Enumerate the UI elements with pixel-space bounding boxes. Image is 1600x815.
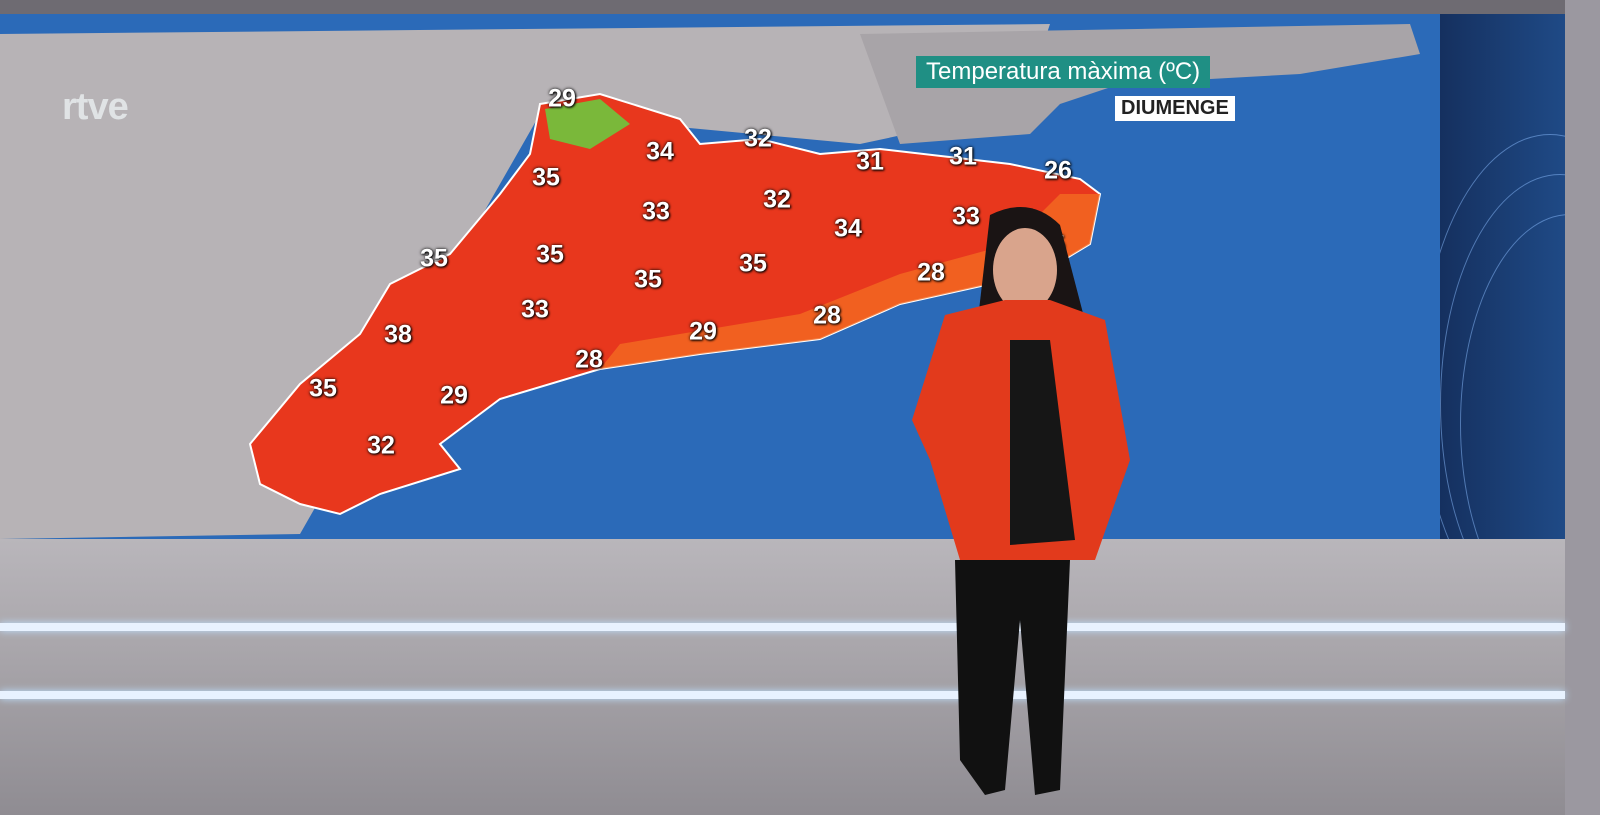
temp-label: 34 bbox=[834, 214, 862, 243]
temp-label: 35 bbox=[536, 240, 564, 269]
temp-label: 35 bbox=[309, 374, 337, 403]
france-coast bbox=[860, 24, 1420, 144]
land-area bbox=[0, 24, 1050, 539]
temp-label: 29 bbox=[689, 317, 717, 346]
rtve-logo: rtve bbox=[62, 86, 129, 128]
temp-label: 35 bbox=[532, 163, 560, 192]
temp-label: 28 bbox=[917, 258, 945, 287]
temp-label: 32 bbox=[367, 431, 395, 460]
temp-label: 32 bbox=[744, 124, 772, 153]
studio-wall bbox=[1565, 0, 1600, 815]
map-day: DIUMENGE bbox=[1115, 96, 1235, 121]
led-strip bbox=[0, 691, 1565, 699]
temp-label: 26 bbox=[1044, 156, 1072, 185]
studio-floor bbox=[0, 539, 1565, 815]
temp-label: 29 bbox=[548, 84, 576, 113]
temp-label: 33 bbox=[521, 295, 549, 324]
map-title: Temperatura màxima (ºC) bbox=[916, 56, 1211, 88]
pyrenees-cool-area bbox=[545, 99, 630, 149]
temp-label: 33 bbox=[642, 197, 670, 226]
temp-label: 28 bbox=[813, 301, 841, 330]
temp-label: 32 bbox=[763, 185, 791, 214]
temp-label: 35 bbox=[739, 249, 767, 278]
temp-label: 33 bbox=[952, 202, 980, 231]
temp-label: 34 bbox=[646, 137, 674, 166]
led-strip bbox=[0, 623, 1565, 631]
temp-label: 31 bbox=[856, 147, 884, 176]
temp-label: 35 bbox=[420, 244, 448, 273]
temp-label: 29 bbox=[440, 381, 468, 410]
temp-label: 28 bbox=[575, 345, 603, 374]
temp-label: 38 bbox=[384, 320, 412, 349]
temp-label: 35 bbox=[634, 265, 662, 294]
temp-label: 31 bbox=[949, 142, 977, 171]
weather-map-screen: rtve Temperatura màxima (ºC) DIUMENGE 29… bbox=[0, 14, 1440, 539]
decorative-side-panel bbox=[1440, 14, 1565, 539]
